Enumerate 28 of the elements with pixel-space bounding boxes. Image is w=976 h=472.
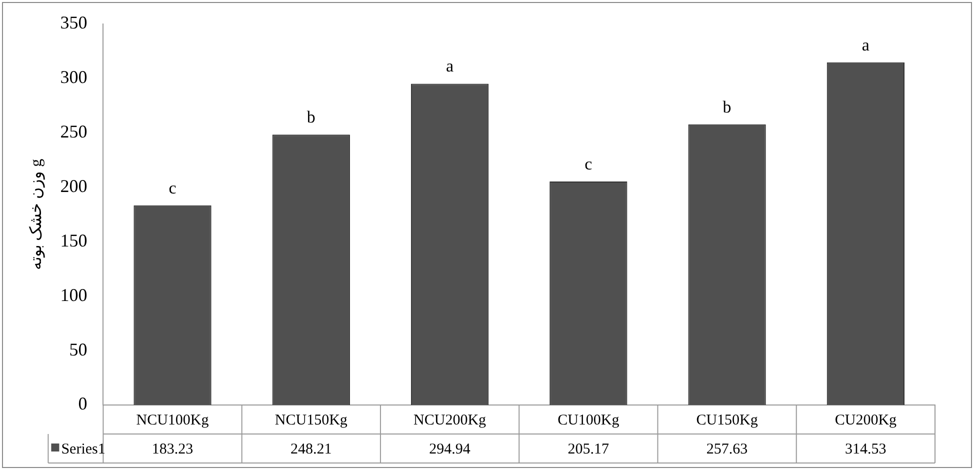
data-label: 294.94 [429,441,471,458]
annotation: a [862,35,870,54]
annotation: c [584,154,593,174]
data-label: 314.53 [845,441,886,458]
y-tick-label: 150 [60,230,88,250]
y-tick-label: 100 [60,284,88,305]
y-tick-label: 0 [78,394,88,414]
y-tick-label: 350 [60,12,88,33]
annotation: b [722,97,732,116]
annotation: a [446,56,454,76]
x-tick-label: CU150Kg [696,412,758,428]
data-label: 248.21 [290,441,332,458]
annotation: c [168,178,177,198]
annotation: b [306,108,316,127]
y-tick-label: 250 [60,121,88,142]
legend-label: Series1 [61,441,106,458]
y-tick-label: 300 [60,66,88,87]
x-tick-label: CU200Kg [834,412,898,428]
x-tick-label: CU100Kg [558,412,620,428]
data-label: 257.63 [706,441,748,458]
x-tick-label: NCU200Kg [414,412,487,428]
y-tick-label: 200 [60,176,88,196]
x-tick-label: NCU100Kg [136,412,210,428]
data-label: 205.17 [568,441,610,458]
x-tick-label: NCU150Kg [274,412,348,428]
data-label: 183.23 [152,441,194,458]
y-axis-title: وزن خشک بوته g [28,158,45,270]
y-tick-label: 50 [69,339,88,360]
